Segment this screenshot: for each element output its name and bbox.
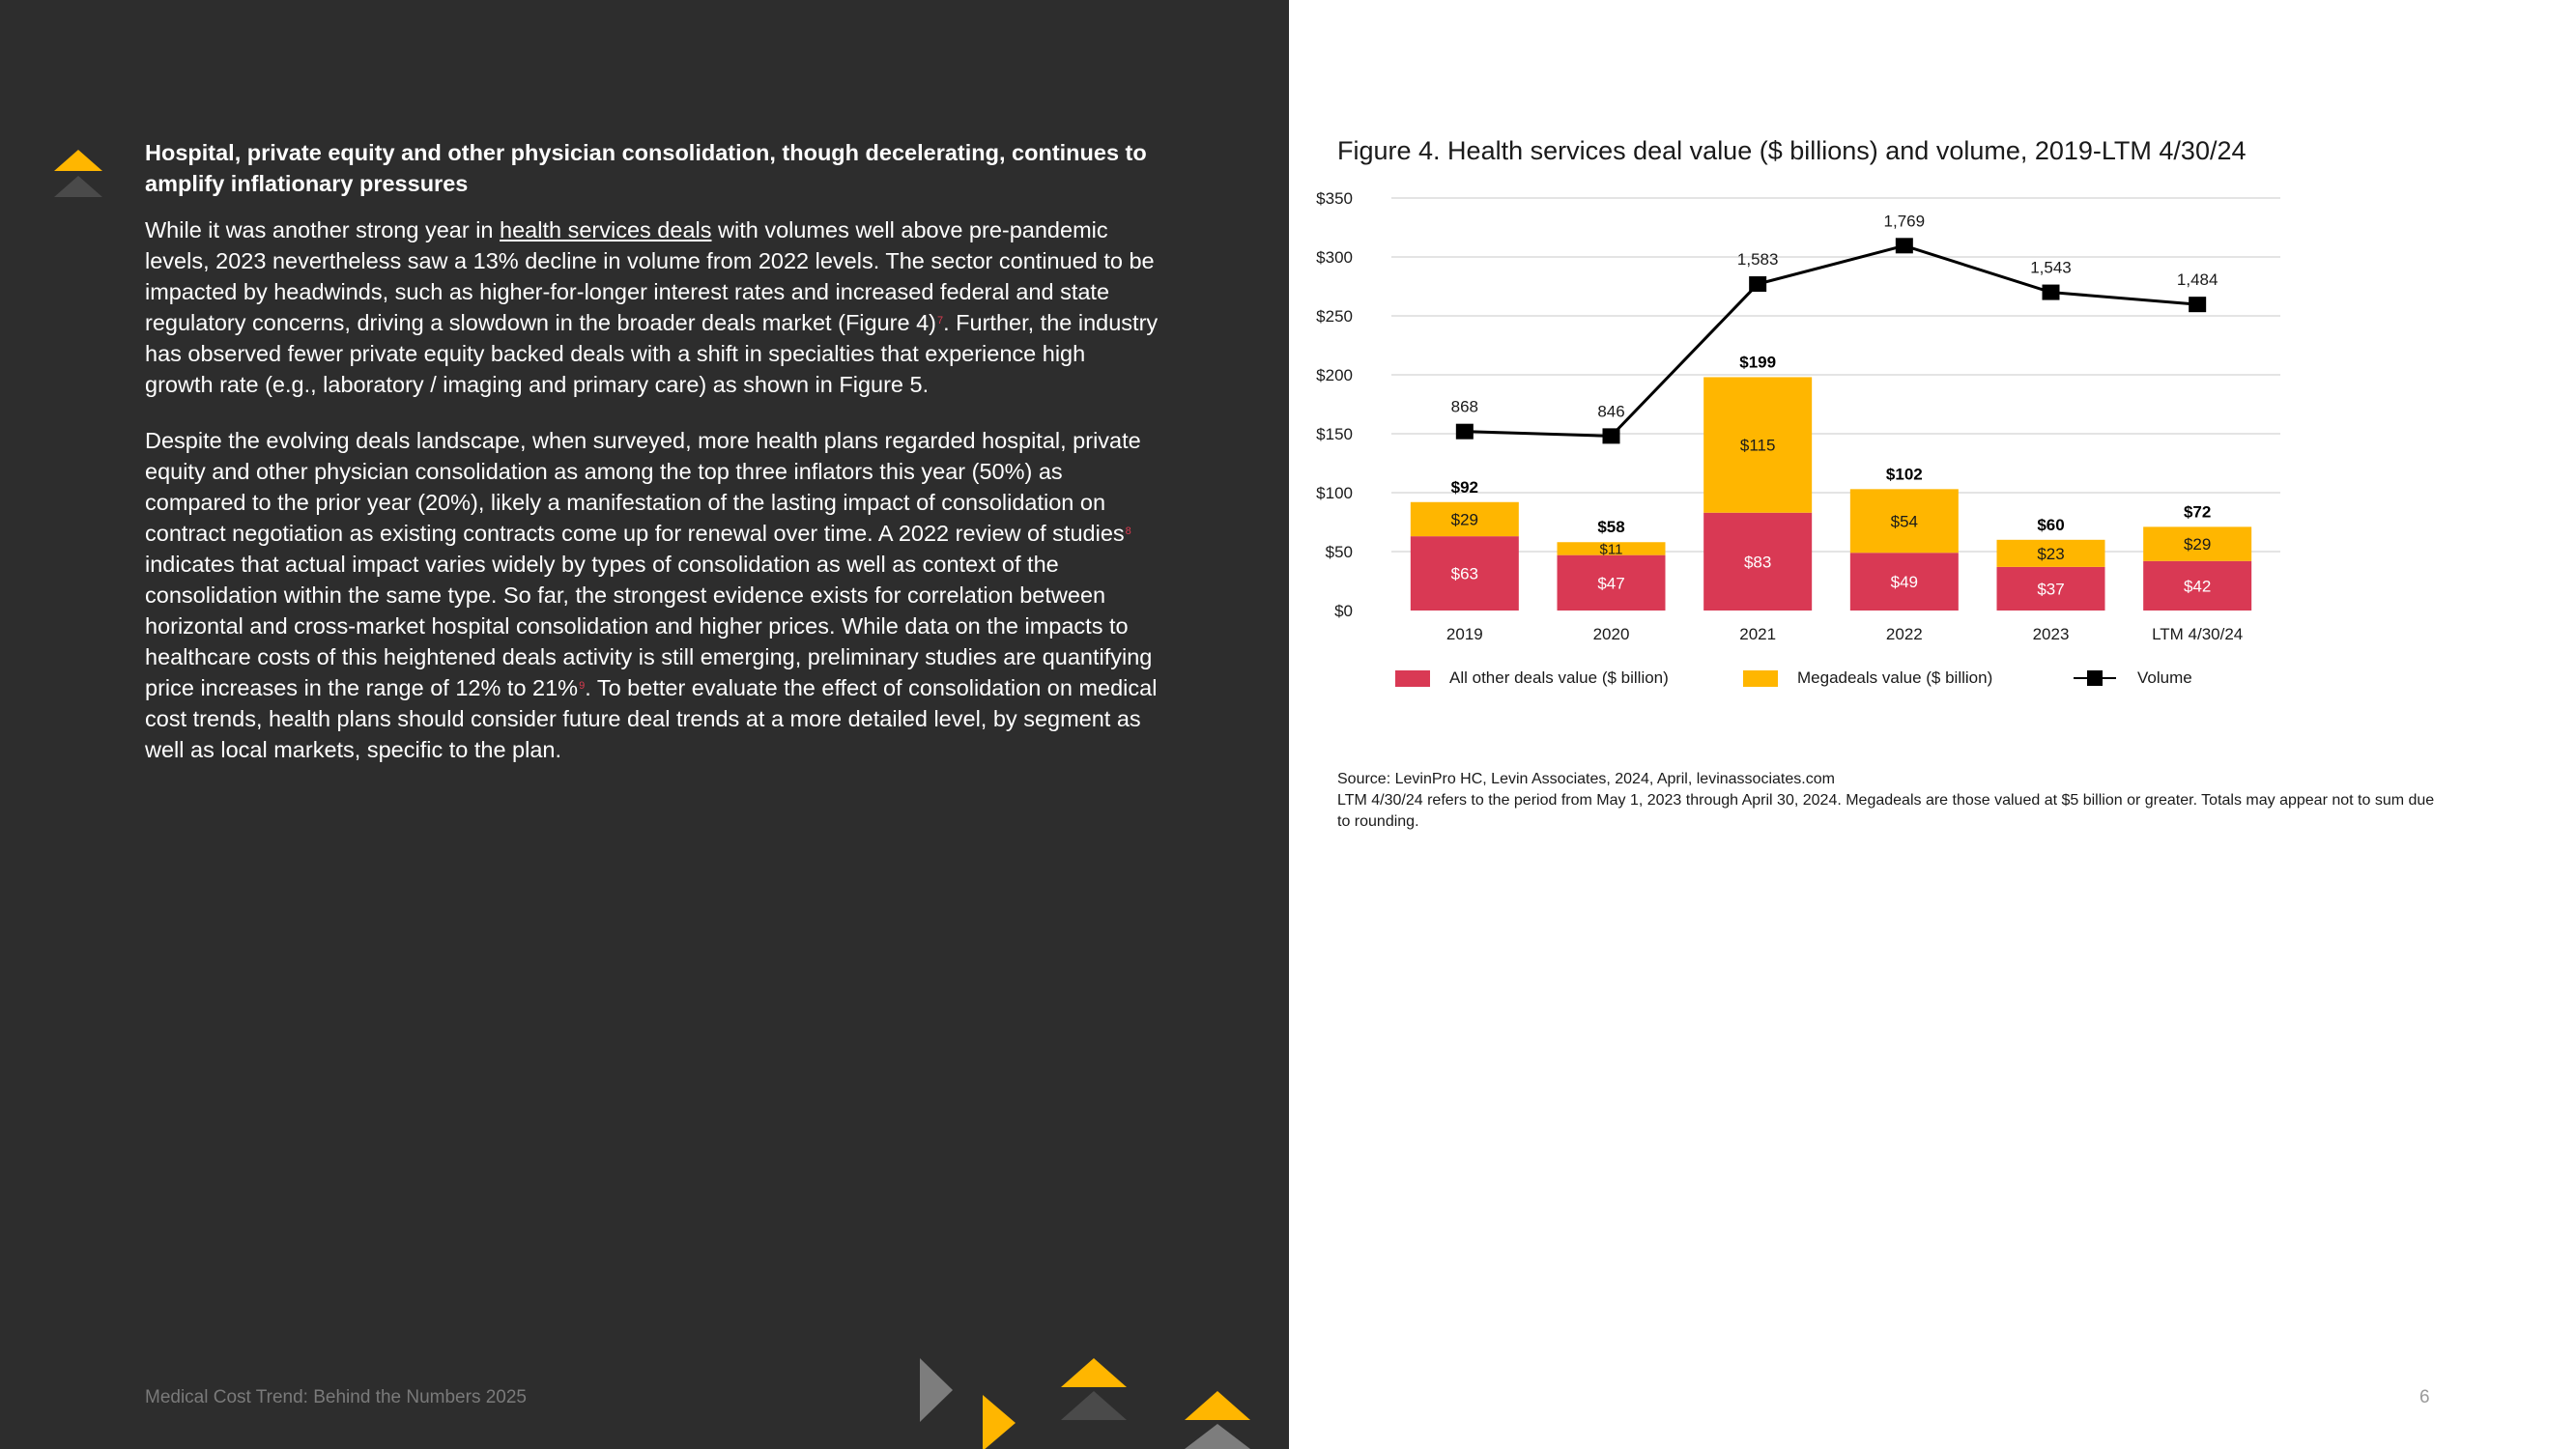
legend-megadeals-swatch [1743, 669, 1778, 687]
data-label-other-deals: $49 [1891, 573, 1918, 591]
triangle-up-yellow-icon-2 [1061, 1358, 1127, 1387]
x-tick-label: 2022 [1886, 625, 1923, 643]
y-tick-label: $250 [1316, 307, 1353, 326]
data-label-total: $199 [1739, 353, 1776, 371]
volume-marker [2189, 297, 2207, 313]
bar-megadeals [1410, 501, 1519, 537]
volume-label: 1,769 [1884, 212, 1926, 230]
bar-other-deals [1557, 554, 1666, 611]
source-note: Source: LevinPro HC, Levin Associates, 2… [1337, 771, 1835, 787]
volume-marker [1895, 238, 1913, 254]
volume-marker [1602, 428, 1620, 444]
volume-label: 1,484 [2177, 270, 2218, 289]
volume-label: 1,543 [2030, 259, 2072, 277]
data-label-other-deals: $63 [1451, 565, 1478, 583]
data-label-megadeals: $29 [1451, 510, 1478, 528]
paragraph-1: While it was another strong year in heal… [145, 217, 1159, 397]
bar-other-deals [2143, 560, 2252, 611]
bar-megadeals [1557, 542, 1666, 555]
paragraph-2: Despite the evolving deals landscape, wh… [145, 428, 1158, 762]
deal-value-volume-chart: $0 $50 $100 $150 $200 $250 $300 $350 $63 $29 $92 20… [1316, 189, 2280, 643]
legend-other-deals-label: All other deals value ($ billion) [1449, 668, 1669, 687]
bar-megadeals [1703, 377, 1813, 513]
legend-megadeals-label: Megadeals value ($ billion) [1797, 668, 1993, 687]
footnote-7[interactable]: 7 [936, 315, 944, 327]
bar-other-deals [1703, 512, 1813, 611]
data-label-megadeals: $23 [2037, 545, 2064, 563]
x-tick-label: 2023 [2033, 625, 2070, 643]
triangle-up-yellow-icon-3 [1185, 1391, 1250, 1420]
volume-marker [1455, 423, 1474, 440]
y-tick-label: $350 [1316, 189, 1353, 208]
legend-volume-label: Volume [2137, 668, 2192, 687]
x-tick-label: LTM 4/30/24 [2152, 625, 2243, 643]
footnote-9[interactable]: 9 [579, 680, 586, 692]
y-tick-label: $200 [1316, 366, 1353, 384]
data-label-total: $92 [1451, 478, 1478, 497]
triangle-right-gray-icon [920, 1358, 953, 1422]
data-label-total: $72 [2184, 502, 2211, 521]
legend-other-deals: All other deals value ($ billion) [1395, 668, 1669, 688]
y-tick-label: $100 [1316, 484, 1353, 502]
data-label-megadeals: $29 [2184, 535, 2211, 554]
right-figure-panel [1289, 0, 2576, 1449]
triangle-up-dark-icon [1061, 1391, 1127, 1420]
volume-line [1464, 243, 2198, 438]
bar-megadeals [2143, 526, 2252, 561]
data-label-total: $102 [1886, 465, 1923, 483]
triangle-up-yellow-icon [54, 150, 102, 171]
bar-other-deals [1410, 536, 1519, 611]
data-label-other-deals: $47 [1597, 574, 1624, 592]
page-number: 6 [2419, 1387, 2430, 1407]
bar-other-deals [1996, 566, 2105, 611]
data-label-other-deals: $42 [2184, 577, 2211, 595]
data-label-megadeals: $11 [1600, 542, 1623, 558]
health-services-deals-link[interactable]: health services deals [500, 217, 712, 242]
y-tick-label: $0 [1334, 602, 1353, 620]
volume-marker [2042, 284, 2060, 300]
data-label-megadeals: $115 [1740, 437, 1776, 455]
bar-megadeals [1996, 539, 2105, 567]
legend-volume: Volume [2074, 668, 2192, 688]
volume-marker [1749, 276, 1767, 293]
report-footer-title: Medical Cost Trend: Behind the Numbers 2… [145, 1387, 527, 1407]
volume-label: 1,583 [1737, 250, 1779, 269]
triangle-right-yellow-icon [983, 1395, 1016, 1449]
figure-title: Figure 4. Health services deal value ($ … [1337, 136, 2247, 165]
data-label-megadeals: $54 [1891, 512, 1918, 530]
triangle-up-gray-icon [54, 176, 102, 197]
data-label-total: $60 [2037, 516, 2064, 534]
footnote-8[interactable]: 8 [1125, 526, 1131, 537]
y-tick-label: $300 [1316, 248, 1353, 267]
bar-other-deals [1849, 553, 1959, 611]
volume-label: 846 [1597, 402, 1624, 420]
x-tick-label: 2020 [1593, 625, 1630, 643]
x-tick-label: 2021 [1739, 625, 1776, 643]
x-tick-label: 2019 [1446, 625, 1483, 643]
legend-other-deals-swatch [1395, 669, 1430, 687]
data-label-other-deals: $83 [1744, 553, 1771, 571]
y-tick-label: $150 [1316, 425, 1353, 443]
legend-megadeals: Megadeals value ($ billion) [1743, 668, 1992, 688]
triangle-up-gray-icon-2 [1185, 1424, 1250, 1449]
bar-megadeals [1849, 489, 1959, 554]
data-label-other-deals: $37 [2037, 580, 2064, 598]
definition-note: LTM 4/30/24 refers to the period from Ma… [1337, 792, 2435, 830]
volume-label: 868 [1451, 398, 1478, 416]
y-tick-label: $50 [1326, 543, 1353, 561]
legend-volume-marker-icon [2074, 670, 2116, 686]
data-label-total: $58 [1597, 518, 1624, 536]
section-heading: Hospital, private equity and other physi… [145, 140, 1147, 196]
left-text-panel: Hospital, private equity and other physi… [0, 0, 1289, 1449]
